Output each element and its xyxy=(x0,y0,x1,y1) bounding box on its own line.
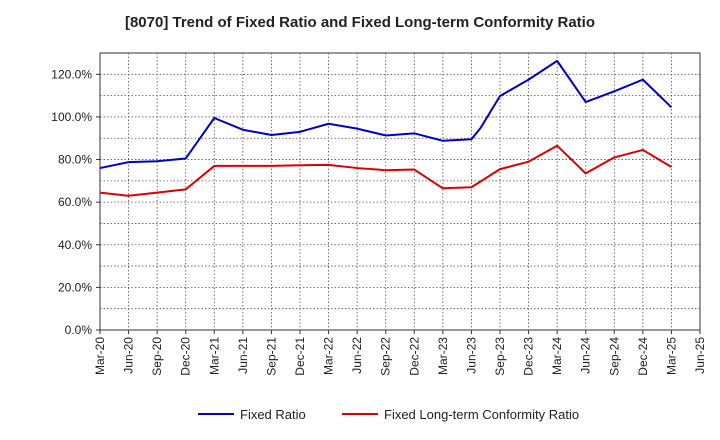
legend-label: Fixed Long-term Conformity Ratio xyxy=(384,407,579,422)
x-tick-label: Sep-20 xyxy=(150,337,164,376)
x-tick-label: Jun-25 xyxy=(693,337,707,374)
x-tick-label: Sep-22 xyxy=(379,337,393,376)
chart-title: [8070] Trend of Fixed Ratio and Fixed Lo… xyxy=(124,14,596,31)
y-tick-label: 0.0% xyxy=(65,323,93,337)
axis-layer: 0.0% 20.0% 40.0% 60.0% 80.0% 100.0% 120.0% Mar-… xyxy=(51,52,707,376)
legend: Fixed Ratio Fixed Long-term Conformity Ra… xyxy=(198,407,579,422)
x-tick-label: Mar-20 xyxy=(93,337,107,375)
x-tick-label: Mar-23 xyxy=(436,337,450,375)
x-tick-label: Mar-22 xyxy=(322,337,336,375)
grid-layer xyxy=(100,53,700,330)
series-line-fixed-long-term-conformity-ratio xyxy=(99,144,672,197)
x-tick-label: Dec-20 xyxy=(179,337,193,376)
x-tick-label: Mar-25 xyxy=(664,337,678,375)
x-tick-label: Dec-22 xyxy=(407,337,421,376)
x-tick-label: Sep-24 xyxy=(607,337,621,376)
legend-item: Fixed Ratio xyxy=(198,407,306,422)
x-tick-label: Jun-24 xyxy=(579,337,593,374)
x-tick-label: Sep-21 xyxy=(264,337,278,376)
y-tick-label: 80.0% xyxy=(58,153,92,167)
x-tick-label: Mar-24 xyxy=(550,337,564,375)
y-tick-label: 40.0% xyxy=(58,238,92,252)
x-tick-label: Sep-23 xyxy=(493,337,507,376)
plot-frame xyxy=(99,52,701,331)
x-tick-label: Dec-24 xyxy=(636,337,650,376)
y-tick-label: 100.0% xyxy=(51,110,92,124)
y-tick-label: 20.0% xyxy=(58,280,92,294)
series-layer xyxy=(99,59,673,197)
x-tick-label: Dec-23 xyxy=(522,337,536,376)
series-line-fixed-ratio xyxy=(99,59,673,170)
x-tick-label: Jun-23 xyxy=(464,337,478,374)
legend-item: Fixed Long-term Conformity Ratio xyxy=(342,407,579,422)
x-tick-label: Dec-21 xyxy=(293,337,307,376)
y-tick-label: 120.0% xyxy=(51,67,92,81)
y-tick-label: 60.0% xyxy=(58,195,92,209)
x-tick-label: Jun-20 xyxy=(122,337,136,374)
legend-label: Fixed Ratio xyxy=(240,407,306,422)
x-tick-label: Jun-21 xyxy=(236,337,250,374)
x-tick-label: Mar-21 xyxy=(207,337,221,375)
x-tick-label: Jun-22 xyxy=(350,337,364,374)
